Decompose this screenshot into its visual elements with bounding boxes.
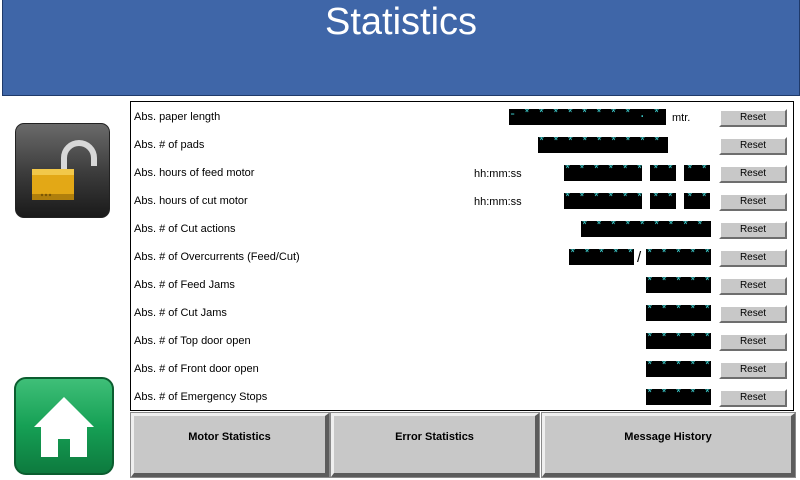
unit-mtr: mtr.: [672, 112, 691, 124]
stat-label: Abs. # of Top door open: [134, 335, 251, 347]
reset-feed-motor-button[interactable]: Reset: [719, 165, 787, 183]
overcurrent-feed-value: * * * * *: [569, 249, 634, 265]
header-bar: Statistics: [2, 0, 800, 96]
front-door-value: * * * * *: [646, 361, 711, 377]
error-statistics-label: Error Statistics: [395, 431, 474, 443]
unlock-button[interactable]: [15, 123, 110, 218]
cut-minutes-value: * *: [650, 193, 676, 209]
reset-paper-length-button[interactable]: Reset: [719, 109, 787, 127]
cut-hours-value: * * * * * *: [564, 193, 642, 209]
paper-length-value: - * * * * * * * * . * *: [509, 109, 666, 125]
top-door-value: * * * * *: [646, 333, 711, 349]
stat-row-cut-actions: Abs. # of Cut actions * * * * * * * * * …: [131, 220, 793, 240]
reset-front-door-button[interactable]: Reset: [719, 361, 787, 379]
error-statistics-button[interactable]: Error Statistics: [330, 412, 540, 478]
stat-row-cut-jams: Abs. # of Cut Jams * * * * * Reset: [131, 304, 793, 324]
stat-label: Abs. hours of feed motor: [134, 167, 255, 179]
unit-hhmmss: hh:mm:ss: [474, 168, 522, 180]
home-button[interactable]: [14, 377, 114, 475]
unit-hhmmss: hh:mm:ss: [474, 196, 522, 208]
reset-cut-actions-button[interactable]: Reset: [719, 221, 787, 239]
reset-pads-button[interactable]: Reset: [719, 137, 787, 155]
stat-row-feed-motor-hours: Abs. hours of feed motor hh:mm:ss * * * …: [131, 164, 793, 184]
stat-label: Abs. # of Emergency Stops: [134, 391, 268, 403]
reset-cut-motor-button[interactable]: Reset: [719, 193, 787, 211]
reset-feed-jams-button[interactable]: Reset: [719, 277, 787, 295]
stat-label: Abs. # of Cut actions: [134, 223, 236, 235]
reset-emergency-stops-button[interactable]: Reset: [719, 389, 787, 407]
message-history-label: Message History: [624, 431, 712, 443]
stat-label: Abs. # of Feed Jams: [134, 279, 235, 291]
stat-row-front-door: Abs. # of Front door open * * * * * Rese…: [131, 360, 793, 380]
emergency-stops-value: * * * * *: [646, 389, 711, 405]
reset-overcurrents-button[interactable]: Reset: [719, 249, 787, 267]
stat-row-top-door: Abs. # of Top door open * * * * * Reset: [131, 332, 793, 352]
stat-row-pads: Abs. # of pads * * * * * * * * * * Reset: [131, 136, 793, 156]
pads-value: * * * * * * * * * *: [538, 137, 668, 153]
cut-jams-value: * * * * *: [646, 305, 711, 321]
stat-row-feed-jams: Abs. # of Feed Jams * * * * * Reset: [131, 276, 793, 296]
stat-row-cut-motor-hours: Abs. hours of cut motor hh:mm:ss * * * *…: [131, 192, 793, 212]
stat-label: Abs. # of pads: [134, 139, 205, 151]
stat-label: Abs. # of Overcurrents (Feed/Cut): [134, 251, 300, 263]
motor-statistics-label: Motor Statistics: [188, 431, 271, 443]
motor-statistics-button[interactable]: Motor Statistics: [130, 412, 330, 478]
unlocked-padlock-icon: [32, 140, 97, 200]
page-title: Statistics: [324, 1, 478, 43]
stat-row-paper-length: Abs. paper length - * * * * * * * * . * …: [131, 108, 793, 128]
reset-top-door-button[interactable]: Reset: [719, 333, 787, 351]
reset-cut-jams-button[interactable]: Reset: [719, 305, 787, 323]
statistics-panel: Abs. paper length - * * * * * * * * . * …: [130, 101, 794, 411]
stat-row-overcurrents: Abs. # of Overcurrents (Feed/Cut) * * * …: [131, 248, 793, 268]
stat-label: Abs. # of Cut Jams: [134, 307, 227, 319]
message-history-button[interactable]: Message History: [541, 412, 796, 478]
feed-hours-value: * * * * * *: [564, 165, 642, 181]
feed-cut-separator: /: [637, 249, 642, 266]
stat-label: Abs. # of Front door open: [134, 363, 259, 375]
cut-seconds-value: * *: [684, 193, 710, 209]
stat-label: Abs. paper length: [134, 111, 221, 123]
stat-row-emergency-stops: Abs. # of Emergency Stops * * * * * Rese…: [131, 388, 793, 408]
stat-label: Abs. hours of cut motor: [134, 195, 248, 207]
overcurrent-cut-value: * * * * *: [646, 249, 711, 265]
home-icon: [34, 397, 94, 457]
feed-seconds-value: * *: [684, 165, 710, 181]
feed-minutes-value: * *: [650, 165, 676, 181]
feed-jams-value: * * * * *: [646, 277, 711, 293]
cut-actions-value: * * * * * * * * * *: [581, 221, 711, 237]
